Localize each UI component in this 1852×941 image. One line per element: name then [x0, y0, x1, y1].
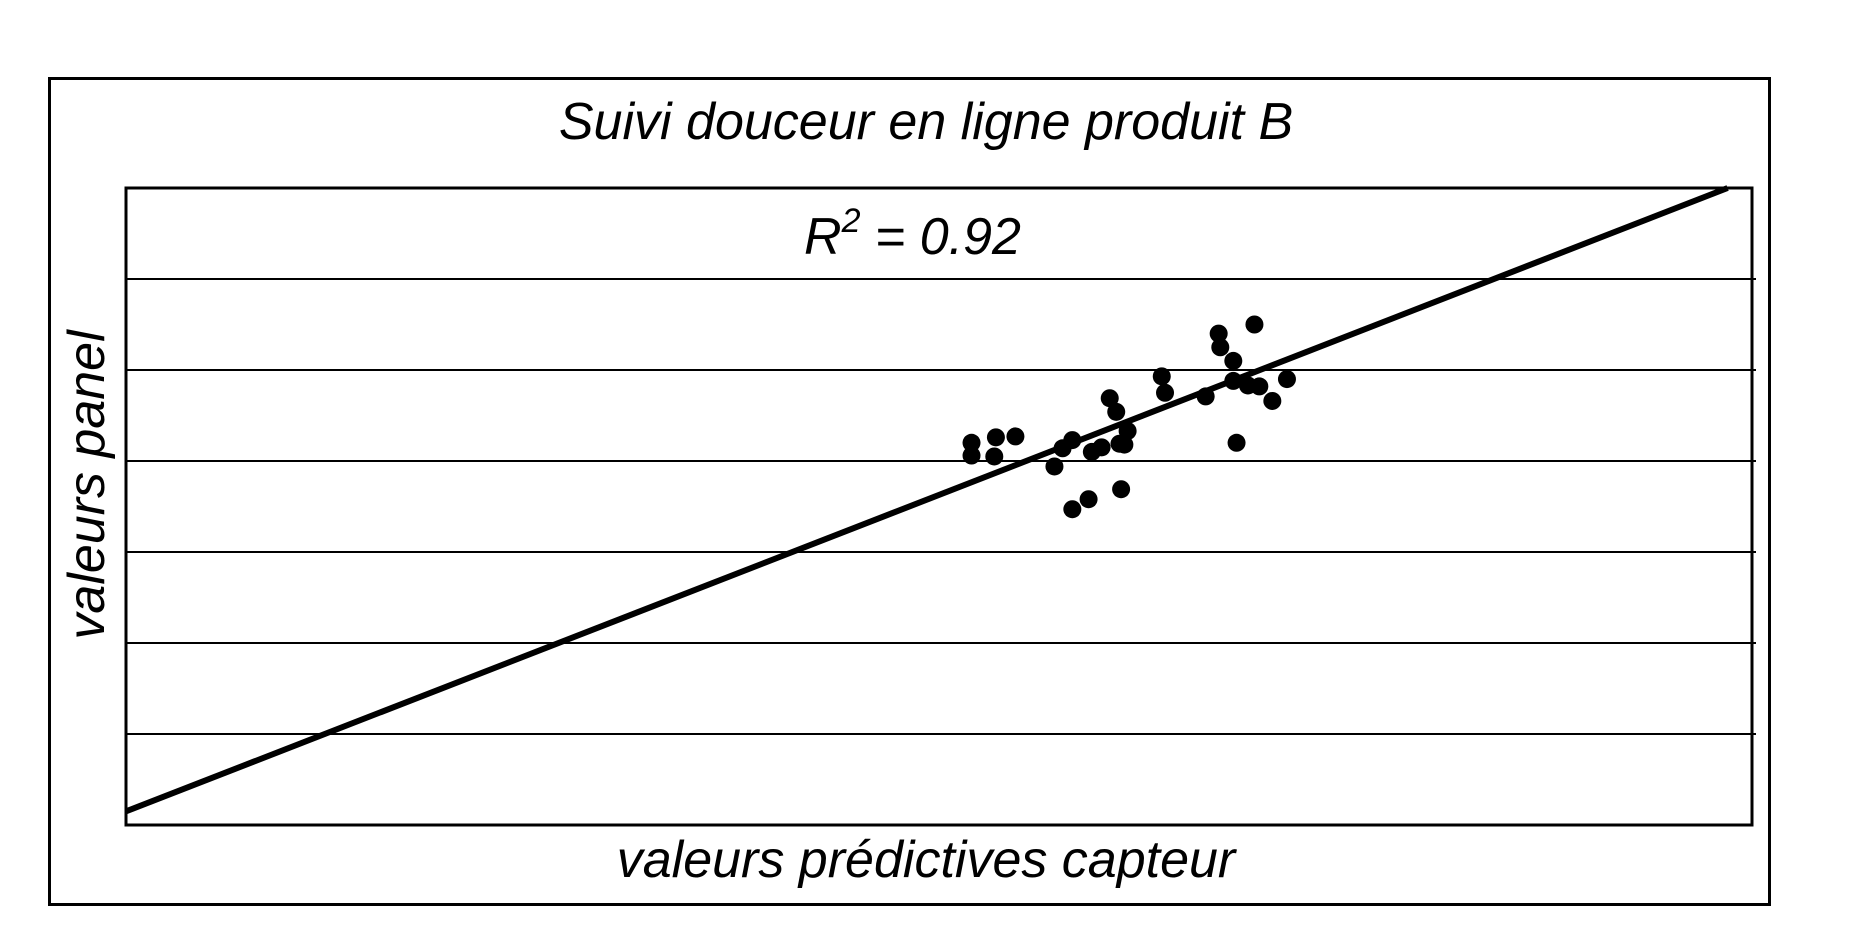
data-point: [1245, 315, 1264, 334]
r-squared-annotation: R2 = 0.92: [804, 202, 1021, 266]
figure-frame: [48, 77, 1771, 906]
data-points: [962, 315, 1296, 519]
regression-line: [124, 185, 1729, 815]
data-point: [1112, 480, 1131, 499]
data-point: [1211, 338, 1230, 357]
data-point: [1263, 391, 1282, 410]
data-point: [1115, 435, 1134, 454]
data-point: [1250, 377, 1269, 396]
data-point: [1152, 367, 1171, 386]
r-squared-exponent: 2: [841, 202, 861, 240]
data-point: [985, 447, 1004, 466]
chart-title: Suivi douceur en ligne produit B: [558, 93, 1294, 151]
data-point: [986, 428, 1005, 447]
data-point: [1006, 427, 1025, 446]
data-point: [1118, 421, 1137, 440]
data-point: [1224, 371, 1243, 390]
data-point: [1196, 387, 1215, 406]
data-point: [1079, 490, 1098, 509]
x-axis-label: valeurs prédictives capteur: [616, 831, 1236, 889]
data-point: [1063, 431, 1082, 450]
data-point: [1227, 433, 1246, 452]
data-point: [1224, 351, 1243, 370]
data-point: [962, 446, 981, 465]
data-point: [1092, 438, 1111, 457]
r-squared-base: R: [804, 208, 842, 266]
data-point: [1209, 324, 1228, 343]
data-point: [1100, 389, 1119, 408]
data-point: [1156, 383, 1175, 402]
data-point: [1277, 370, 1296, 389]
y-axis-label: valeurs panel: [58, 330, 116, 640]
plot-area: [124, 186, 1754, 827]
data-point: [1107, 402, 1126, 421]
data-point: [962, 433, 981, 452]
data-point: [1063, 500, 1082, 519]
gridlines: [126, 278, 1756, 735]
data-point: [1045, 457, 1064, 476]
r-squared-value: = 0.92: [860, 208, 1021, 266]
